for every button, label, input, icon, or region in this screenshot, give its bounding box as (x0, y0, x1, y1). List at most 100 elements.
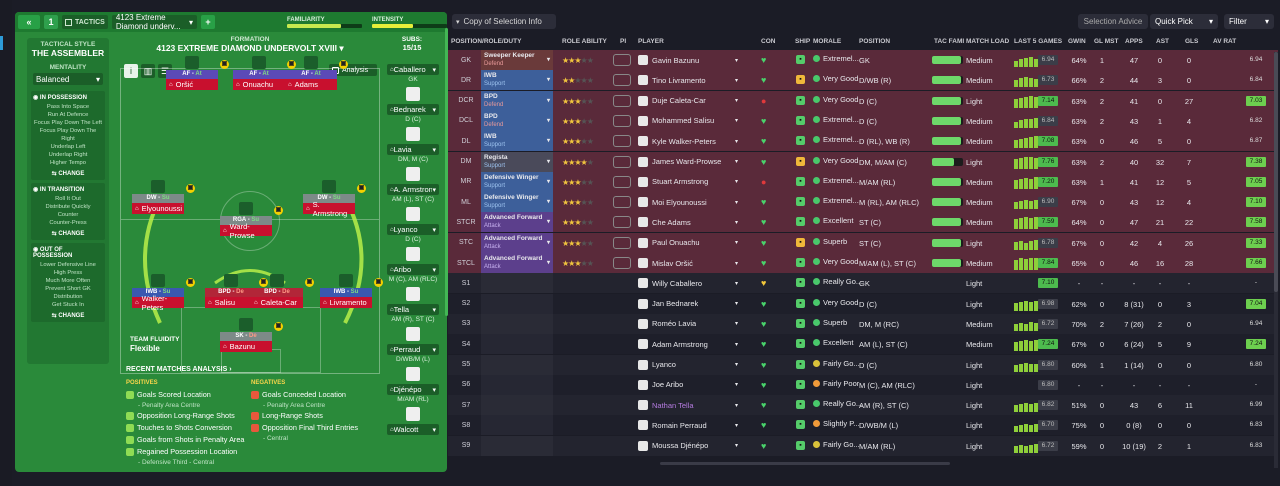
player-cell[interactable]: Joe Aribo ▾ (638, 379, 738, 391)
player-cell[interactable]: Stuart Armstrong ▾ (638, 176, 738, 188)
role-duty[interactable]: Defensive Winger Support ▾ (481, 171, 553, 192)
col-ast[interactable]: AST (1156, 38, 1169, 45)
sub-name-bar[interactable]: ⌂ Djénépo ▾ (387, 384, 439, 395)
stats-icon[interactable]: ▥ (141, 64, 155, 78)
table-row[interactable]: S7 Nathan Tella ▾ ♥ ▪ Really Go... AM (R), ST … (448, 395, 1278, 416)
info-icon[interactable]: i (124, 64, 138, 78)
role-duty[interactable]: Defensive Winger Support ▾ (481, 192, 553, 213)
horizontal-scrollbar[interactable] (660, 462, 950, 465)
collapse-button[interactable]: « (18, 15, 40, 29)
table-row[interactable]: STCR Advanced Forward Attack ▾ ★★★★★ Che Adam… (448, 212, 1278, 233)
player-card[interactable]: AF - At ⌂ Adams (285, 70, 337, 90)
table-row[interactable]: S5 Lyanco ▾ ♥ ▪ Fairly Go... D (C) Light 6.80 60%… (448, 354, 1278, 375)
sub-name-bar[interactable]: ⌂ Caballero ▾ (387, 64, 439, 75)
sub-card[interactable]: ⌂ Caballero ▾ GK (387, 64, 439, 104)
instructions-icon[interactable] (613, 135, 631, 148)
sub-name-bar[interactable]: ⌂ Lavia ▾ (387, 144, 439, 155)
table-row[interactable]: DR IWB Support ▾ ★★★★★ Tino Livramento ▾ ♥ ▪ Very… (448, 70, 1278, 91)
selection-advice-button[interactable]: Selection Advice (1078, 14, 1148, 29)
player-card[interactable]: RGA - Su ⌂ Ward-Prowse (220, 216, 272, 240)
col-gwin[interactable]: GWIN (1068, 38, 1086, 45)
sub-name-bar[interactable]: ⌂ Aribo ▾ (387, 264, 439, 275)
player-card[interactable]: AF - At ⌂ Onuachu (233, 70, 285, 90)
col-player[interactable]: PLAYER (638, 38, 664, 45)
instructions-icon[interactable] (613, 54, 631, 66)
player-cell[interactable]: Willy Caballero ▾ (638, 277, 738, 289)
player-card[interactable]: SK - De ⌂ Bazunu (220, 332, 272, 352)
player-card[interactable]: BPD - De ⌂ Caleta-Car (251, 288, 303, 308)
table-row[interactable]: S2 Jan Bednarek ▾ ♥ ▪ Very Good D (C) Light 6.98… (448, 293, 1278, 314)
player-card[interactable]: IWB - Su ⌂ Livramento (320, 288, 372, 308)
sub-card[interactable]: ⌂ Walcott ▾ (387, 424, 439, 464)
player-cell[interactable]: Moussa Djénépo ▾ (638, 440, 738, 452)
col-gl-mst[interactable]: GL MST (1094, 38, 1119, 45)
col-position[interactable]: POSITION/ROLE/DUTY (451, 38, 522, 45)
sub-card[interactable]: ⌂ Lyanco ▾ D (C) (387, 224, 439, 264)
role-duty[interactable]: Advanced Forward Attack ▾ (481, 212, 553, 233)
sub-name-bar[interactable]: ⌂ Tella ▾ (387, 304, 439, 315)
sub-card[interactable]: ⌂ Perraud ▾ D/WB/M (L) (387, 344, 439, 384)
sub-name-bar[interactable]: ⌂ A. Armstrong▾ (387, 184, 439, 195)
table-scrollbar[interactable] (1274, 52, 1278, 468)
player-cell[interactable]: Roméo Lavia ▾ (638, 318, 738, 330)
col-position2[interactable]: POSITION (859, 38, 891, 45)
instructions-icon[interactable] (613, 175, 631, 188)
role-duty[interactable]: Advanced Forward Attack ▾ (481, 253, 553, 273)
player-card[interactable]: DW - Su ⌂ S. Armstrong (303, 194, 355, 218)
out-of-possession-change-button[interactable]: ⇆ CHANGE (33, 312, 103, 319)
quick-pick-button[interactable]: Quick Pick ▾ (1150, 14, 1218, 29)
player-cell[interactable]: Tino Livramento ▾ (638, 74, 738, 86)
player-cell[interactable]: Mohammed Salisu ▾ (638, 115, 738, 127)
add-tactic-button[interactable]: + (201, 15, 215, 29)
formation-select[interactable]: 4123 EXTREME DIAMOND UNDERVOLT XVIII ▾ (120, 43, 380, 54)
col-av-rat[interactable]: AV RAT (1213, 38, 1237, 45)
role-duty[interactable]: IWB Support ▾ (481, 70, 553, 91)
player-cell[interactable]: James Ward-Prowse ▾ (638, 156, 738, 168)
tactics-tab[interactable]: TACTICS (62, 15, 108, 29)
player-cell[interactable]: Paul Onuachu ▾ (638, 237, 738, 249)
tactic-number-badge[interactable]: 1 (44, 15, 58, 29)
role-duty[interactable]: Advanced Forward Attack ▾ (481, 232, 553, 253)
player-cell[interactable]: Nathan Tella ▾ (638, 399, 738, 411)
col-role-ability[interactable]: ROLE ABILITY (562, 38, 607, 45)
col-gls[interactable]: GLS (1185, 38, 1199, 45)
instructions-icon[interactable] (613, 216, 631, 229)
table-row[interactable]: S9 Moussa Djénépo ▾ ♥ ▪ Fairly Go... M/AM (RL)… (448, 435, 1278, 456)
role-duty[interactable]: Sweeper Keeper Defend ▾ (481, 50, 553, 70)
sub-name-bar[interactable]: ⌂ Lyanco ▾ (387, 224, 439, 235)
col-match-load[interactable]: MATCH LOAD (966, 38, 1010, 45)
sub-card[interactable]: ⌂ Lavia ▾ DM, M (C) (387, 144, 439, 184)
in-transition-change-button[interactable]: ⇆ CHANGE (33, 230, 103, 237)
player-cell[interactable]: Lyanco ▾ (638, 359, 738, 371)
role-duty[interactable]: BPD Defend ▾ (481, 90, 553, 111)
instructions-icon[interactable] (613, 74, 631, 87)
player-cell[interactable]: Mislav Oršić ▾ (638, 257, 738, 269)
table-row[interactable]: S6 Joe Aribo ▾ ♥ ▪ Fairly Poor M (C), AM (RLC)… (448, 374, 1278, 395)
col-tac-fam[interactable]: TAC FAMI (934, 38, 965, 45)
sub-card[interactable]: ⌂ A. Armstrong▾AM (L), ST (C) (387, 184, 439, 224)
in-possession-change-button[interactable]: ⇆ CHANGE (33, 170, 103, 177)
player-cell[interactable]: Duje Caleta-Car ▾ (638, 95, 738, 107)
tactic-select[interactable]: 4123 Extreme Diamond underv... ▾ (111, 13, 197, 31)
player-card[interactable]: IWB - Su ⌂ Walker-Peters (132, 288, 184, 312)
player-card[interactable]: AF - At ⌂ Oršić (166, 70, 218, 90)
player-cell[interactable]: Romain Perraud ▾ (638, 419, 738, 431)
player-cell[interactable]: Adam Armstrong ▾ (638, 338, 738, 350)
mentality-select[interactable]: Balanced ▾ (33, 73, 103, 85)
instructions-icon[interactable] (613, 196, 631, 209)
table-row[interactable]: S4 Adam Armstrong ▾ ♥ ▪ Excellent AM (L), ST (… (448, 334, 1278, 355)
player-cell[interactable]: Jan Bednarek ▾ (638, 298, 738, 310)
copy-selection-select[interactable]: ▾ Copy of Selection Info (452, 14, 556, 29)
col-pi[interactable]: PI (620, 38, 627, 45)
table-row[interactable]: S8 Romain Perraud ▾ ♥ ▪ Slightly P... D/WB/M (… (448, 415, 1278, 436)
col-morale[interactable]: MORALE (813, 38, 842, 45)
player-card[interactable]: DW - Su ⌂ Elyounoussi (132, 194, 184, 214)
sub-name-bar[interactable]: ⌂ Bednarek ▾ (387, 104, 439, 115)
col-ship[interactable]: SHIP (795, 38, 811, 45)
table-row[interactable]: DM Regista Support ▾ ★★★★★ James Ward-Prowse ▾… (448, 151, 1278, 172)
table-scrollbar-thumb[interactable] (1274, 52, 1278, 292)
sub-card[interactable]: ⌂ Tella ▾ AM (R), ST (C) (387, 304, 439, 344)
table-row[interactable]: ML Defensive Winger Support ▾ ★★★★★ Moi Elyou… (448, 192, 1278, 213)
player-cell[interactable]: Moi Elyounoussi ▾ (638, 196, 738, 208)
table-row[interactable]: DCL BPD Defend ▾ ★★★★★ Mohammed Salisu ▾ ♥ ▪ Extr… (448, 110, 1278, 131)
